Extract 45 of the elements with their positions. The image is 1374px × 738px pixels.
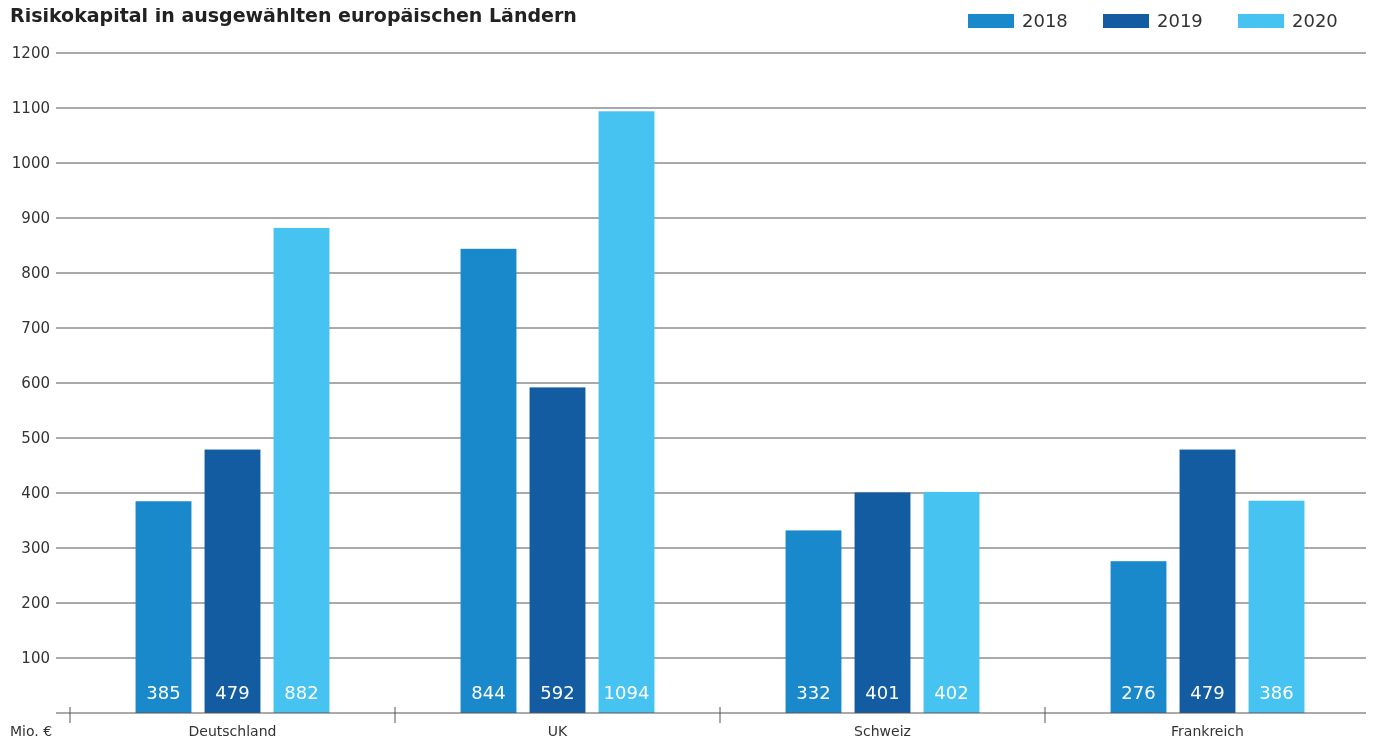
data-label: 882 — [284, 682, 319, 703]
y-tick-label: 800 — [21, 264, 50, 283]
y-tick-label: 1200 — [11, 44, 50, 63]
y-tick-label: 700 — [21, 319, 50, 338]
legend-label: 2020 — [1292, 10, 1338, 31]
bar — [529, 387, 586, 713]
bar — [598, 111, 655, 713]
legend-label: 2018 — [1022, 10, 1068, 31]
data-label: 386 — [1259, 682, 1294, 703]
data-label: 844 — [471, 682, 506, 703]
y-tick-label: 100 — [21, 649, 50, 668]
y-tick-label: 200 — [21, 594, 50, 613]
x-tick-label: Schweiz — [854, 723, 911, 738]
x-tick-label: Deutschland — [188, 723, 277, 738]
bar — [785, 530, 842, 713]
data-label: 385 — [146, 682, 181, 703]
data-label: 479 — [1190, 682, 1225, 703]
y-axis-title: Mio. € — [10, 723, 53, 738]
x-tick-label: UK — [547, 723, 569, 738]
data-label: 592 — [540, 682, 575, 703]
bar — [135, 501, 192, 713]
data-label: 332 — [796, 682, 831, 703]
data-label: 401 — [865, 682, 900, 703]
data-label: 402 — [934, 682, 969, 703]
bar — [204, 449, 261, 713]
legend-label: 2019 — [1157, 10, 1203, 31]
bar — [1248, 500, 1305, 713]
data-label: 1094 — [603, 682, 650, 703]
y-tick-label: 500 — [21, 429, 50, 448]
bar — [923, 491, 980, 713]
y-tick-label: 1000 — [11, 154, 50, 173]
y-tick-label: 300 — [21, 539, 50, 558]
data-label: 479 — [215, 682, 250, 703]
bar — [273, 227, 330, 713]
chart-title: Risikokapital in ausgewählten europäischen Ländern — [10, 4, 577, 26]
data-label: 276 — [1121, 682, 1156, 703]
y-tick-label: 400 — [21, 484, 50, 503]
bar — [854, 492, 911, 713]
y-tick-label: 900 — [21, 209, 50, 228]
y-tick-label: 600 — [21, 374, 50, 393]
bar — [1110, 561, 1167, 713]
y-tick-label: 1100 — [11, 99, 50, 118]
bar — [460, 248, 517, 713]
x-tick-label: Frankreich — [1171, 723, 1244, 738]
bar — [1179, 449, 1236, 713]
